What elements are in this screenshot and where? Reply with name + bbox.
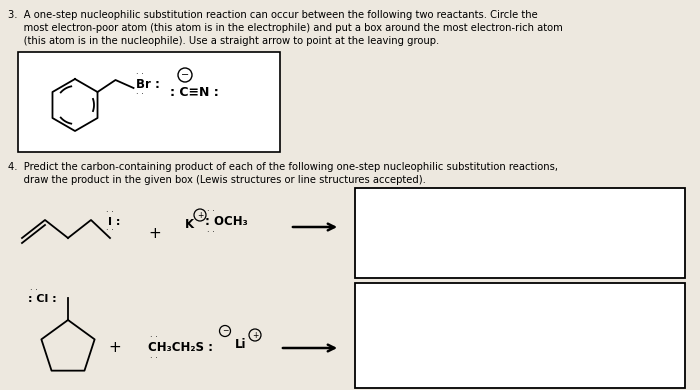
Text: · ·: · · <box>136 90 144 99</box>
Text: most electron-poor atom (this atom is in the electrophile) and put a box around : most electron-poor atom (this atom is in… <box>8 23 563 33</box>
Text: 3.  A one-step nucleophilic substitution reaction can occur between the followin: 3. A one-step nucleophilic substitution … <box>8 10 538 20</box>
Text: +: + <box>197 211 203 220</box>
Text: · ·: · · <box>106 208 114 217</box>
Bar <box>355 283 685 388</box>
Text: Br :: Br : <box>136 78 160 91</box>
Text: K: K <box>185 218 194 231</box>
Text: · ·: · · <box>207 207 215 216</box>
Text: +: + <box>252 330 258 340</box>
Text: · ·: · · <box>150 333 158 342</box>
Text: : C≡N :: : C≡N : <box>170 86 218 99</box>
Text: · ·: · · <box>207 228 215 237</box>
Text: : OCH₃: : OCH₃ <box>205 215 248 228</box>
Text: I :: I : <box>108 217 120 227</box>
Text: +: + <box>148 226 161 241</box>
Text: · ·: · · <box>136 70 144 79</box>
Text: Li: Li <box>235 338 246 351</box>
Text: draw the product in the given box (Lewis structures or line structures accepted): draw the product in the given box (Lewis… <box>8 175 426 185</box>
Text: 4.  Predict the carbon-containing product of each of the following one-step nucl: 4. Predict the carbon-containing product… <box>8 162 558 172</box>
Text: : Cl :: : Cl : <box>28 294 57 304</box>
Text: +: + <box>108 340 120 355</box>
Bar <box>355 188 685 278</box>
Text: · ·: · · <box>150 354 158 363</box>
Text: −: − <box>181 70 189 80</box>
Bar <box>18 52 280 152</box>
Text: (this atom is in the nucleophile). Use a straight arrow to point at the leaving : (this atom is in the nucleophile). Use a… <box>8 36 440 46</box>
Text: −: − <box>222 326 228 335</box>
Text: · ·: · · <box>30 286 38 295</box>
Text: CH₃CH₂S :: CH₃CH₂S : <box>148 341 213 354</box>
Text: · ·: · · <box>106 226 114 235</box>
